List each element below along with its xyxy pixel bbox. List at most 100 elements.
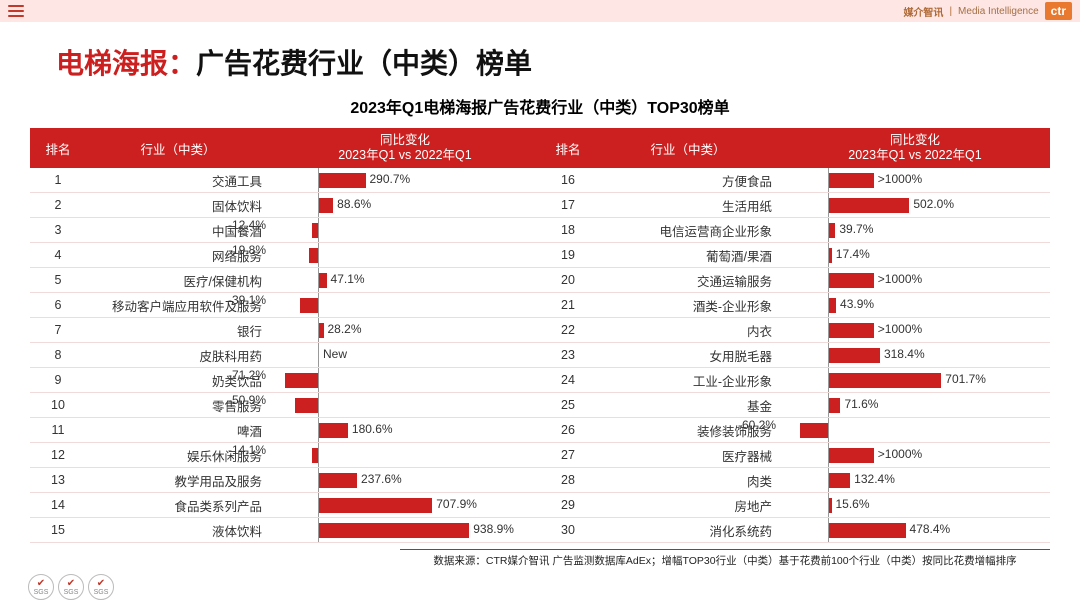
cell-change: 39.7%	[780, 218, 1050, 242]
change-label: -71.2%	[228, 368, 266, 382]
cell-rank: 22	[540, 323, 596, 337]
cell-rank: 24	[540, 373, 596, 387]
cell-rank: 11	[30, 423, 86, 437]
sgs-badge: ✔SGS	[58, 574, 84, 600]
title-prefix: 电梯海报：	[56, 48, 196, 79]
change-label: 318.4%	[884, 347, 925, 361]
cell-industry: 固体饮料	[86, 196, 270, 215]
menu-icon[interactable]	[8, 3, 24, 19]
cell-rank: 14	[30, 498, 86, 512]
change-label: 43.9%	[840, 297, 874, 311]
pos-bar	[319, 523, 469, 538]
cell-rank: 28	[540, 473, 596, 487]
cell-change: 290.7%	[270, 168, 540, 192]
neg-bar	[309, 248, 318, 263]
table-row: 10零售服务-50.9%	[30, 393, 540, 418]
pos-bar	[829, 373, 941, 388]
pos-bar	[829, 473, 850, 488]
neg-bar	[312, 223, 318, 238]
cell-change: 132.4%	[780, 468, 1050, 492]
th-change: 同比变化2023年Q1 vs 2022年Q1	[780, 133, 1050, 163]
pos-bar	[829, 323, 874, 338]
th-rank: 排名	[540, 139, 596, 158]
page-title: 电梯海报：广告花费行业（中类）榜单	[56, 42, 1080, 82]
pos-bar	[829, 248, 832, 263]
cell-change: >1000%	[780, 318, 1050, 342]
table-row: 5医疗/保健机构47.1%	[30, 268, 540, 293]
table-row: 30消化系统药478.4%	[540, 518, 1050, 543]
pos-bar	[829, 173, 874, 188]
cell-change: 71.6%	[780, 393, 1050, 417]
cell-rank: 3	[30, 223, 86, 237]
cell-industry: 银行	[86, 321, 270, 340]
cell-change: 15.6%	[780, 493, 1050, 517]
table-row: 19葡萄酒/果酒17.4%	[540, 243, 1050, 268]
cell-rank: 6	[30, 298, 86, 312]
page-subtitle: 2023年Q1电梯海报广告花费行业（中类）TOP30榜单	[0, 94, 1080, 118]
pos-bar	[829, 448, 874, 463]
table-row: 22内衣>1000%	[540, 318, 1050, 343]
table-row: 28肉类132.4%	[540, 468, 1050, 493]
th-change: 同比变化2023年Q1 vs 2022年Q1	[270, 133, 540, 163]
th-industry: 行业（中类）	[86, 139, 270, 158]
cell-change: 707.9%	[270, 493, 540, 517]
table-row: 14食品类系列产品 707.9%	[30, 493, 540, 518]
cell-rank: 10	[30, 398, 86, 412]
change-label: -12.4%	[228, 218, 266, 232]
cell-rank: 18	[540, 223, 596, 237]
cell-rank: 26	[540, 423, 596, 437]
cell-change: 28.2%	[270, 318, 540, 342]
cell-industry: 食品类系列产品	[86, 496, 270, 515]
pos-bar	[829, 273, 874, 288]
table-row: 11啤酒 180.6%	[30, 418, 540, 443]
change-label: 290.7%	[370, 172, 411, 186]
pos-bar	[829, 223, 835, 238]
table-row: 13教学用品及服务237.6%	[30, 468, 540, 493]
table-header: 排名行业（中类）同比变化2023年Q1 vs 2022年Q1	[30, 128, 540, 168]
table-row: 27医疗器械>1000%	[540, 443, 1050, 468]
change-label: >1000%	[878, 172, 922, 186]
cell-industry: 皮肤科用药	[86, 346, 270, 365]
cell-change: 938.9%	[270, 518, 540, 542]
th-industry: 行业（中类）	[596, 139, 780, 158]
pos-bar	[829, 398, 840, 413]
top-bar: 媒介智讯 | Media Intelligence ctr	[0, 0, 1080, 22]
pos-bar	[829, 198, 909, 213]
cell-change: -71.2%	[270, 368, 540, 392]
table-row: 9奶类饮品-71.2%	[30, 368, 540, 393]
cell-industry: 工业-企业形象	[596, 371, 780, 390]
cell-change: New	[270, 343, 540, 367]
change-label: 88.6%	[337, 197, 371, 211]
cell-industry: 啤酒	[86, 421, 270, 440]
change-label: -39.1%	[228, 293, 266, 307]
cell-change: >1000%	[780, 168, 1050, 192]
cell-rank: 5	[30, 273, 86, 287]
change-label: 707.9%	[436, 497, 477, 511]
table-row: 7银行28.2%	[30, 318, 540, 343]
cell-rank: 1	[30, 173, 86, 187]
brand-cn: 媒介智讯	[903, 4, 943, 19]
sgs-badge: ✔SGS	[28, 574, 54, 600]
cell-industry: 交通运输服务	[596, 271, 780, 290]
cell-rank: 7	[30, 323, 86, 337]
table-row: 6移动客户端应用软件及服务-39.1%	[30, 293, 540, 318]
cell-industry: 医疗/保健机构	[86, 271, 270, 290]
pos-bar	[829, 298, 836, 313]
cell-change: 318.4%	[780, 343, 1050, 367]
cell-rank: 16	[540, 173, 596, 187]
table-row: 1交通工具290.7%	[30, 168, 540, 193]
table-row: 3中国餐酒-12.4%	[30, 218, 540, 243]
th-rank: 排名	[30, 139, 86, 158]
change-label: 502.0%	[913, 197, 954, 211]
cell-change: -60.2%	[780, 418, 1050, 442]
pos-bar	[829, 348, 880, 363]
ranking-tables: 排名行业（中类）同比变化2023年Q1 vs 2022年Q11交通工具290.7…	[0, 128, 1080, 543]
change-label: 701.7%	[945, 372, 986, 386]
brand-logo: ctr	[1045, 2, 1072, 20]
cell-rank: 29	[540, 498, 596, 512]
change-label: -14.1%	[228, 443, 266, 457]
cell-change: 701.7%	[780, 368, 1050, 392]
table-row: 12娱乐休闲服务-14.1%	[30, 443, 540, 468]
change-label: 180.6%	[352, 422, 393, 436]
ranking-table-right: 排名行业（中类）同比变化2023年Q1 vs 2022年Q116方便食品>100…	[540, 128, 1050, 543]
